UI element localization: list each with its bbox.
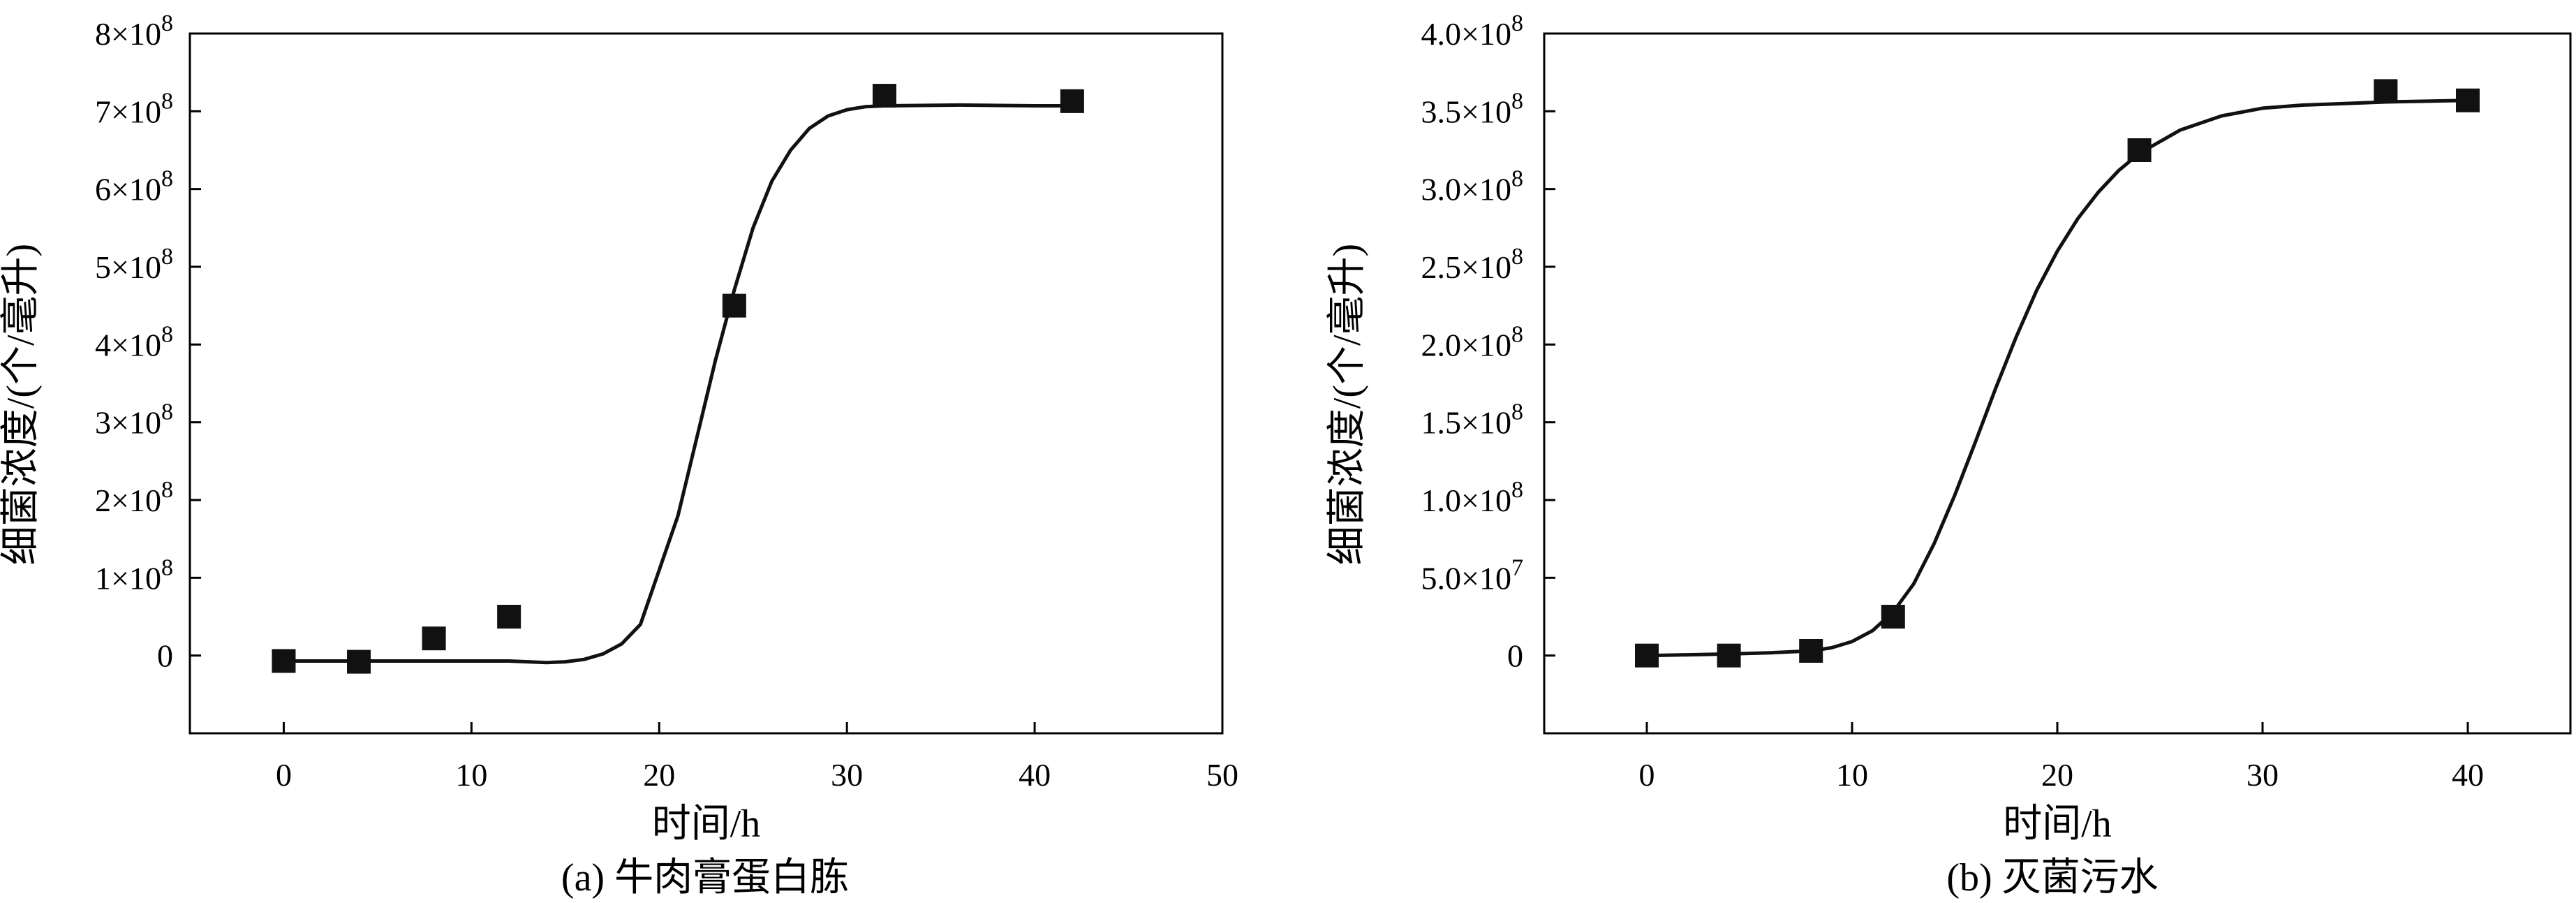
- y-tick-exponent: 8: [1511, 244, 1523, 270]
- y-tick-exponent: 8: [1511, 88, 1523, 114]
- x-tick-label: 10: [455, 757, 487, 793]
- y-tick-exponent: 8: [1511, 477, 1523, 503]
- y-tick-exponent: 7: [1511, 555, 1523, 580]
- y-tick-label: 0: [157, 638, 173, 674]
- y-tick-exponent: 8: [161, 10, 173, 36]
- fit-curve: [1646, 98, 2468, 658]
- y-tick-mantissa: 6×10: [95, 172, 161, 207]
- y-tick-label: 6×108: [95, 166, 173, 207]
- fit-curve: [283, 103, 1072, 665]
- y-tick-label: 5.0×107: [1421, 555, 1523, 596]
- y-tick-mantissa: 2.0×10: [1421, 327, 1511, 362]
- y-tick-label: 7×108: [95, 88, 173, 129]
- y-tick-exponent: 8: [161, 477, 173, 503]
- y-tick-mantissa: 2×10: [95, 483, 161, 518]
- data-point: [1060, 89, 1084, 113]
- y-tick-label: 3.5×108: [1421, 88, 1523, 129]
- plot-frame: [188, 32, 1224, 735]
- y-tick-label: 5×108: [95, 244, 173, 285]
- plot-frame: [1543, 32, 2572, 735]
- y-tick-mantissa: 7×10: [95, 94, 161, 129]
- data-point: [497, 605, 521, 629]
- y-tick-label: 3×108: [95, 399, 173, 441]
- x-axis-title: 时间/h: [652, 802, 761, 846]
- y-tick-label: 1×108: [95, 555, 173, 596]
- panel-a: 0 10 20 30 40 5001×1082×1083×1084×1085×1086×1…: [0, 10, 1238, 900]
- data-point: [272, 649, 296, 673]
- data-point: [1635, 643, 1659, 668]
- y-tick-label: 0: [1507, 638, 1523, 674]
- y-tick-label: 2.5×108: [1421, 244, 1523, 285]
- data-point: [347, 649, 371, 674]
- y-tick-label: 3.0×108: [1421, 166, 1523, 207]
- data-point: [2127, 138, 2152, 162]
- y-axis-title: 细菌浓度/(个/毫升): [0, 244, 43, 565]
- data-point: [1717, 643, 1741, 668]
- y-tick-label: 4×108: [95, 321, 173, 362]
- y-tick-exponent: 8: [161, 88, 173, 114]
- x-tick-label: 0: [276, 757, 292, 793]
- y-tick-mantissa: 0: [157, 638, 173, 674]
- y-tick-exponent: 8: [161, 244, 173, 270]
- y-tick-label: 1.5×108: [1421, 399, 1523, 441]
- panel-caption: (b) 灭菌污水: [1946, 856, 2158, 900]
- x-tick-label: 30: [831, 757, 863, 793]
- x-tick-label: 20: [643, 757, 675, 793]
- y-tick-exponent: 8: [1511, 399, 1523, 425]
- y-tick-exponent: 8: [161, 166, 173, 192]
- y-tick-exponent: 8: [161, 399, 173, 425]
- data-point: [872, 84, 896, 108]
- y-tick-exponent: 8: [1511, 166, 1523, 192]
- x-tick-label: 0: [1639, 757, 1655, 793]
- y-tick-exponent: 8: [161, 321, 173, 347]
- panel-caption: (a) 牛肉膏蛋白胨: [561, 856, 849, 900]
- data-point: [1799, 638, 1823, 663]
- y-tick-mantissa: 4×10: [95, 327, 161, 362]
- panel-b: 0 10 20 30 4005.0×1071.0×1081.5×1082.0×1082.…: [1326, 10, 2572, 900]
- y-tick-mantissa: 5×10: [95, 249, 161, 285]
- y-tick-mantissa: 8×10: [95, 16, 161, 52]
- y-tick-label: 2×108: [95, 477, 173, 518]
- y-tick-label: 4.0×108: [1421, 10, 1523, 52]
- y-tick-mantissa: 0: [1507, 638, 1523, 674]
- y-tick-mantissa: 3.5×10: [1421, 94, 1511, 129]
- y-tick-mantissa: 1.0×10: [1421, 483, 1511, 518]
- y-tick-exponent: 8: [161, 555, 173, 580]
- y-tick-mantissa: 3×10: [95, 405, 161, 441]
- y-tick-mantissa: 3.0×10: [1421, 172, 1511, 207]
- data-point: [1881, 605, 1905, 629]
- x-tick-label: 40: [2452, 757, 2484, 793]
- x-axis-title: 时间/h: [2003, 802, 2112, 846]
- y-tick-mantissa: 1.5×10: [1421, 405, 1511, 441]
- x-tick-label: 50: [1206, 757, 1238, 793]
- x-tick-label: 10: [1836, 757, 1868, 793]
- x-tick-label: 20: [2041, 757, 2073, 793]
- x-tick-label: 30: [2246, 757, 2279, 793]
- data-point: [2456, 88, 2480, 112]
- y-tick-exponent: 8: [1511, 10, 1523, 36]
- data-point: [722, 293, 746, 318]
- y-tick-mantissa: 5.0×10: [1421, 560, 1511, 596]
- y-tick-label: 1.0×108: [1421, 477, 1523, 518]
- data-point: [422, 626, 446, 651]
- x-tick-label: 40: [1019, 757, 1051, 793]
- y-tick-label: 2.0×108: [1421, 321, 1523, 362]
- y-tick-exponent: 8: [1511, 321, 1523, 347]
- y-tick-label: 8×108: [95, 10, 173, 52]
- y-tick-mantissa: 2.5×10: [1421, 249, 1511, 285]
- y-axis-title: 细菌浓度/(个/毫升): [1326, 244, 1369, 565]
- data-point: [2374, 79, 2398, 103]
- y-tick-mantissa: 1×10: [95, 560, 161, 596]
- y-tick-mantissa: 4.0×10: [1421, 16, 1511, 52]
